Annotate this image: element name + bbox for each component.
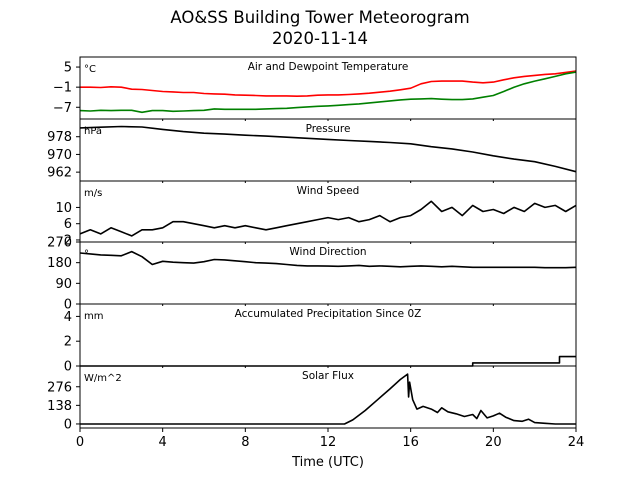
chart-title: AO&SS Building Tower Meteorogram: [170, 8, 470, 27]
unit-label: °: [84, 249, 89, 260]
y-tick-label: −7: [53, 101, 72, 116]
unit-label: hPa: [84, 126, 102, 137]
series-line-4-1: [79, 250, 577, 269]
y-tick-label: 5: [64, 61, 72, 76]
panel-2: 978 970 962 hPa Pressure: [47, 118, 577, 183]
panel-title: Pressure: [306, 123, 351, 135]
series-line-6-1: [80, 373, 576, 425]
panel-title: Air and Dewpoint Temperature: [248, 61, 409, 73]
x-tick-label: 4: [159, 435, 167, 450]
y-tick-label: 0: [64, 417, 72, 432]
y-tick-label: 180: [47, 256, 72, 271]
series-line-1-1: [80, 70, 577, 97]
y-tick-label: 138: [47, 399, 72, 414]
x-tick-label: 8: [241, 435, 249, 450]
y-tick-label: 6: [64, 217, 72, 232]
series-line-1-2: [79, 71, 577, 114]
y-tick-label: 4: [64, 310, 72, 325]
panel-1: 5 −1 −7 °C Air and Dewpoint Temperature: [53, 56, 577, 121]
y-tick-label: 970: [47, 148, 72, 163]
x-axis: 0 4 8 12 16 20 24: [76, 435, 584, 450]
y-tick-label: 2: [64, 233, 72, 248]
y-tick-label: 2: [64, 335, 72, 350]
series-line-3-1: [79, 200, 577, 237]
panel-title: Accumulated Precipitation Since 0Z: [235, 308, 422, 320]
x-tick-label: 16: [402, 435, 419, 450]
panel-5: 4 2 0 mm Accumulated Precipitation Since 0Z: [64, 303, 577, 375]
y-tick-label: 0: [64, 360, 72, 375]
x-tick-label: 0: [76, 435, 84, 450]
x-axis-label: Time (UTC): [291, 455, 364, 470]
y-tick-label: 10: [55, 201, 72, 216]
series-line-2-1: [79, 125, 577, 173]
series-line-5-1: [80, 355, 576, 367]
y-tick-label: 962: [47, 166, 72, 181]
unit-label: °C: [84, 64, 96, 75]
y-tick-label: 978: [47, 130, 72, 145]
y-tick-label: 90: [55, 277, 72, 292]
y-tick-label: 0: [64, 298, 72, 313]
panels-group: 5−1−7°C Air and Dewpoint Temperature97897…: [47, 56, 577, 432]
unit-label: W/m^2: [84, 373, 122, 384]
x-tick-label: 24: [568, 435, 585, 450]
x-tick-label: 20: [485, 435, 502, 450]
y-tick-label: 276: [47, 380, 72, 395]
panel-6: 276 138 0 W/m^2 Solar Flux: [47, 365, 577, 432]
panel-title: Wind Speed: [297, 185, 360, 197]
y-tick-label: −1: [53, 81, 72, 96]
panel-title: Wind Direction: [289, 246, 366, 258]
chart-subtitle: 2020-11-14: [272, 29, 368, 48]
panel-4: 270 180 90 0 ° Wind Direction: [47, 236, 577, 313]
panel-title: Solar Flux: [302, 370, 354, 382]
unit-label: m/s: [84, 188, 102, 199]
unit-label: mm: [84, 311, 103, 322]
y-tick-label: 270: [47, 236, 72, 251]
x-tick-label: 12: [320, 435, 337, 450]
